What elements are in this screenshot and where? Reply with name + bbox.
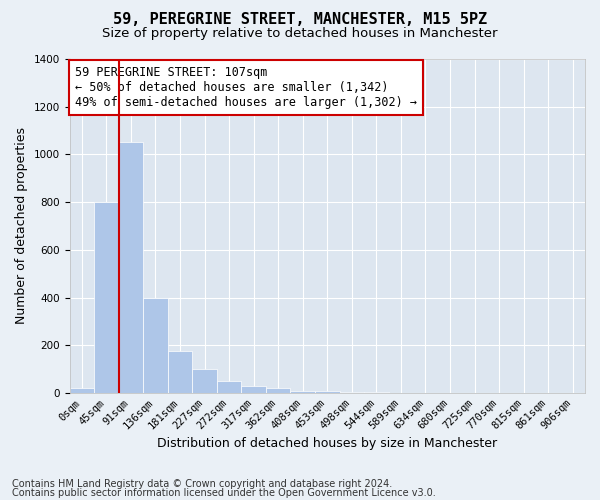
Text: 59 PEREGRINE STREET: 107sqm
← 50% of detached houses are smaller (1,342)
49% of : 59 PEREGRINE STREET: 107sqm ← 50% of det…	[74, 66, 416, 108]
Bar	[241, 386, 266, 393]
Y-axis label: Number of detached properties: Number of detached properties	[15, 128, 28, 324]
Text: 59, PEREGRINE STREET, MANCHESTER, M15 5PZ: 59, PEREGRINE STREET, MANCHESTER, M15 5P…	[113, 12, 487, 28]
Bar	[315, 390, 340, 393]
Bar	[364, 392, 389, 393]
Bar	[217, 381, 241, 393]
Bar	[143, 298, 168, 393]
Bar	[94, 202, 119, 393]
Text: Contains public sector information licensed under the Open Government Licence v3: Contains public sector information licen…	[12, 488, 436, 498]
Bar	[192, 369, 217, 393]
Bar	[290, 390, 315, 393]
Text: Size of property relative to detached houses in Manchester: Size of property relative to detached ho…	[102, 28, 498, 40]
Bar	[168, 351, 192, 393]
Text: Contains HM Land Registry data © Crown copyright and database right 2024.: Contains HM Land Registry data © Crown c…	[12, 479, 392, 489]
X-axis label: Distribution of detached houses by size in Manchester: Distribution of detached houses by size …	[157, 437, 497, 450]
Bar	[340, 392, 364, 393]
Bar	[119, 142, 143, 393]
Bar	[70, 388, 94, 393]
Bar	[266, 388, 290, 393]
